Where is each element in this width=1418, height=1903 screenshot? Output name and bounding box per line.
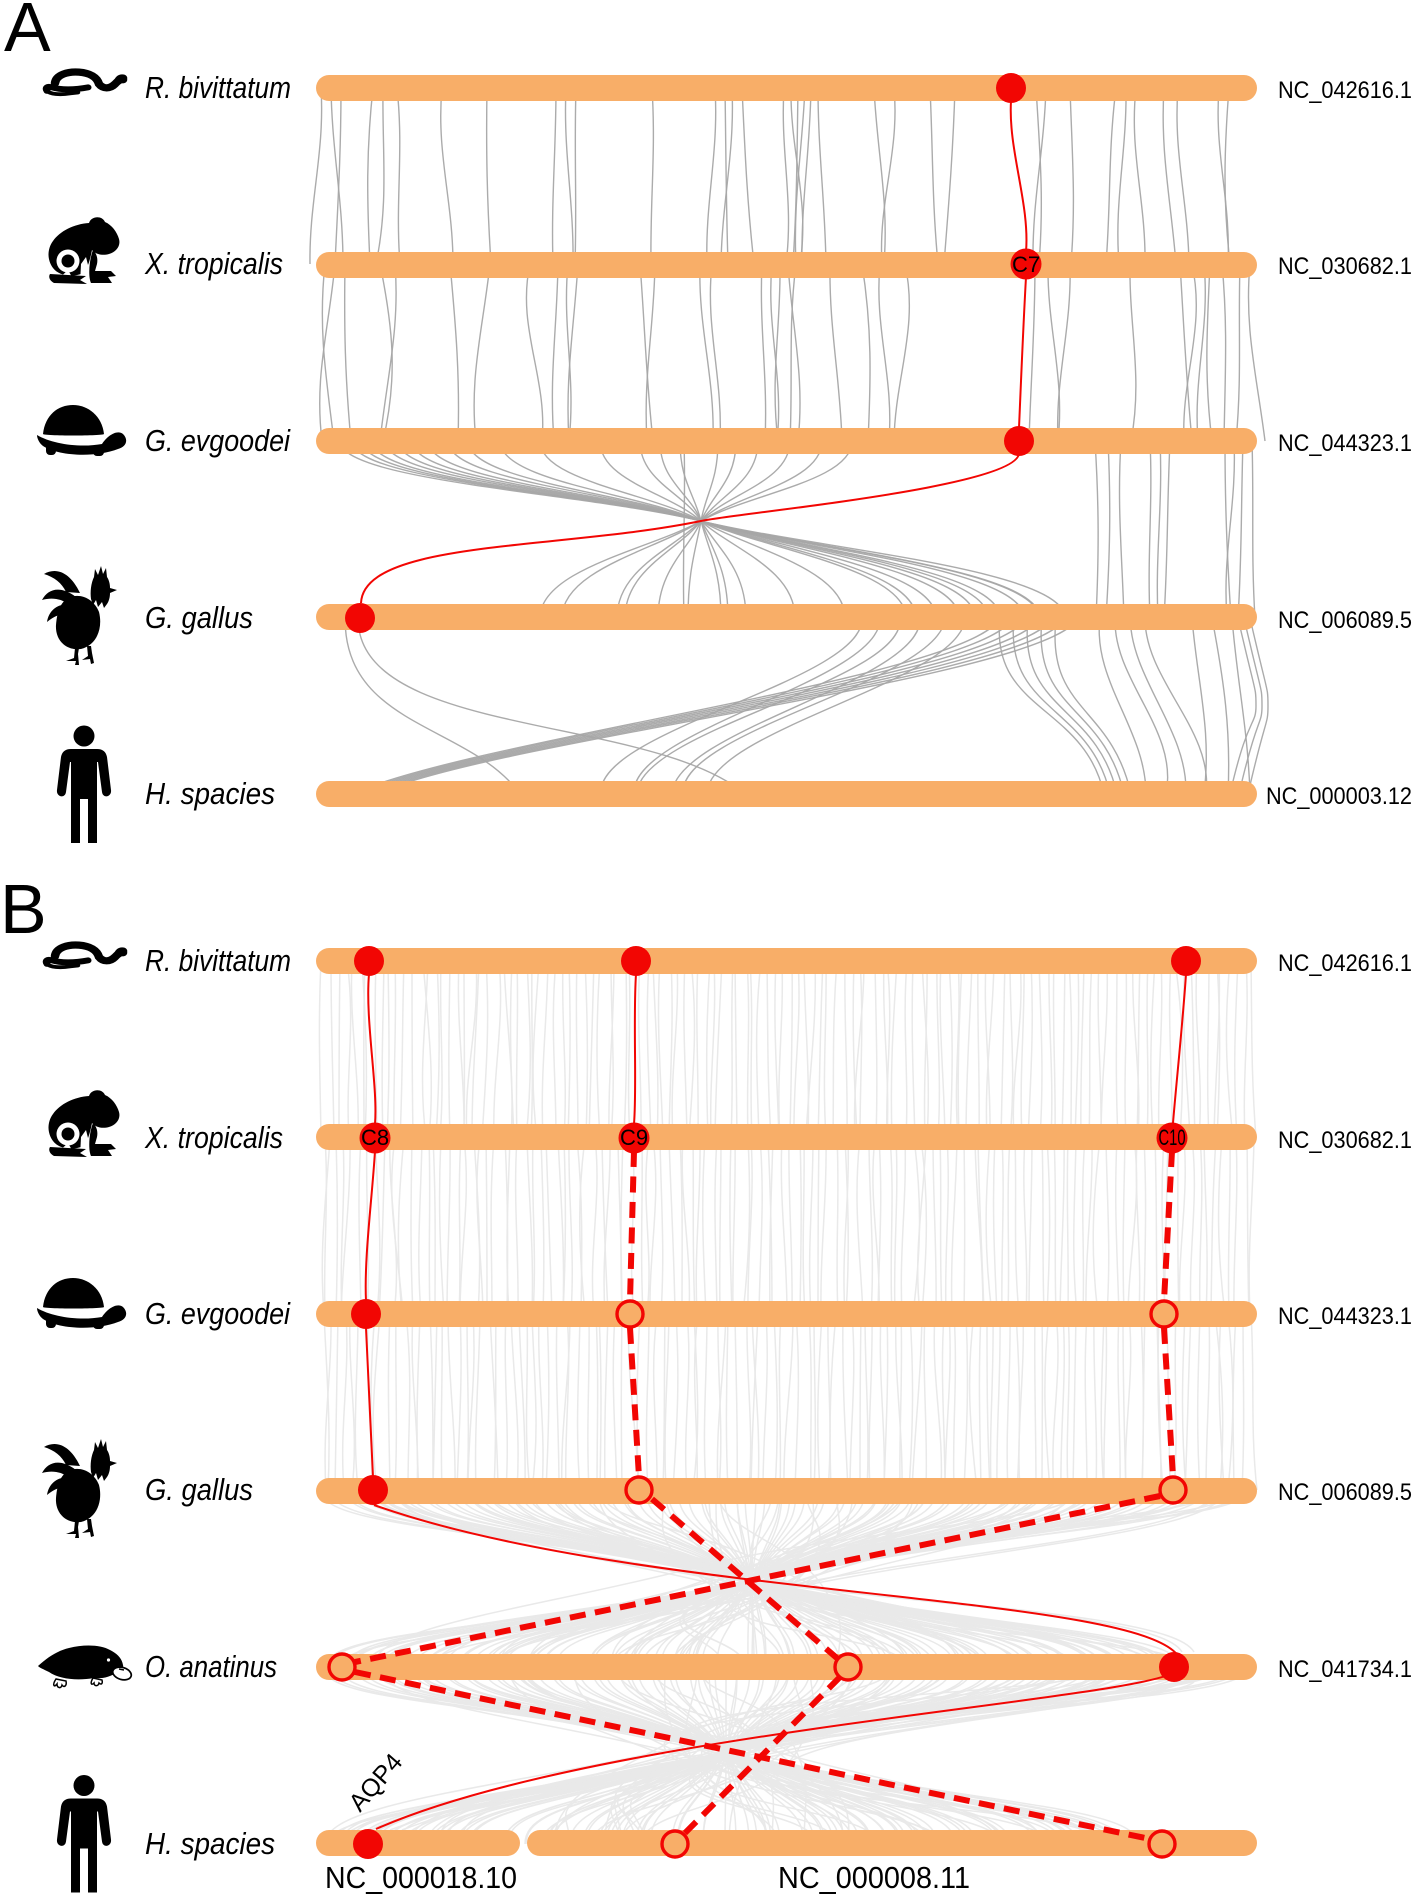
svg-text:R. bivittatum: R. bivittatum xyxy=(145,943,291,978)
svg-text:X. tropicalis: X. tropicalis xyxy=(144,1120,283,1155)
svg-text:NC_044323.1: NC_044323.1 xyxy=(1278,430,1412,457)
svg-text:X. tropicalis: X. tropicalis xyxy=(144,246,283,281)
svg-text:NC_042616.1: NC_042616.1 xyxy=(1278,950,1412,977)
svg-text:G. gallus: G. gallus xyxy=(145,600,253,635)
svg-text:NC_000003.12: NC_000003.12 xyxy=(1266,783,1412,810)
svg-text:H. spacies: H. spacies xyxy=(145,776,275,811)
svg-text:C10: C10 xyxy=(1159,1125,1186,1150)
svg-text:NC_000018.10: NC_000018.10 xyxy=(325,1860,517,1895)
svg-text:NC_030682.1: NC_030682.1 xyxy=(1278,1127,1412,1154)
svg-text:NC_030682.1: NC_030682.1 xyxy=(1278,253,1412,280)
svg-text:NC_044323.1: NC_044323.1 xyxy=(1278,1303,1412,1330)
svg-text:NC_006089.5: NC_006089.5 xyxy=(1278,1479,1412,1506)
svg-text:G. gallus: G. gallus xyxy=(145,1472,253,1507)
svg-text:G. evgoodei: G. evgoodei xyxy=(145,1296,291,1331)
svg-text:O. anatinus: O. anatinus xyxy=(145,1649,277,1684)
svg-text:C9: C9 xyxy=(620,1125,648,1150)
svg-text:NC_042616.1: NC_042616.1 xyxy=(1278,77,1412,104)
svg-text:NC_006089.5: NC_006089.5 xyxy=(1278,607,1412,634)
svg-text:NC_000008.11: NC_000008.11 xyxy=(778,1860,970,1895)
svg-text:C8: C8 xyxy=(361,1125,389,1150)
svg-text:G. evgoodei: G. evgoodei xyxy=(145,423,291,458)
svg-text:NC_041734.1: NC_041734.1 xyxy=(1278,1656,1412,1683)
svg-text:C7: C7 xyxy=(1012,252,1040,277)
svg-text:A: A xyxy=(4,0,51,66)
svg-text:B: B xyxy=(0,870,47,948)
svg-text:R. bivittatum: R. bivittatum xyxy=(145,70,291,105)
svg-text:H. spacies: H. spacies xyxy=(145,1826,275,1861)
